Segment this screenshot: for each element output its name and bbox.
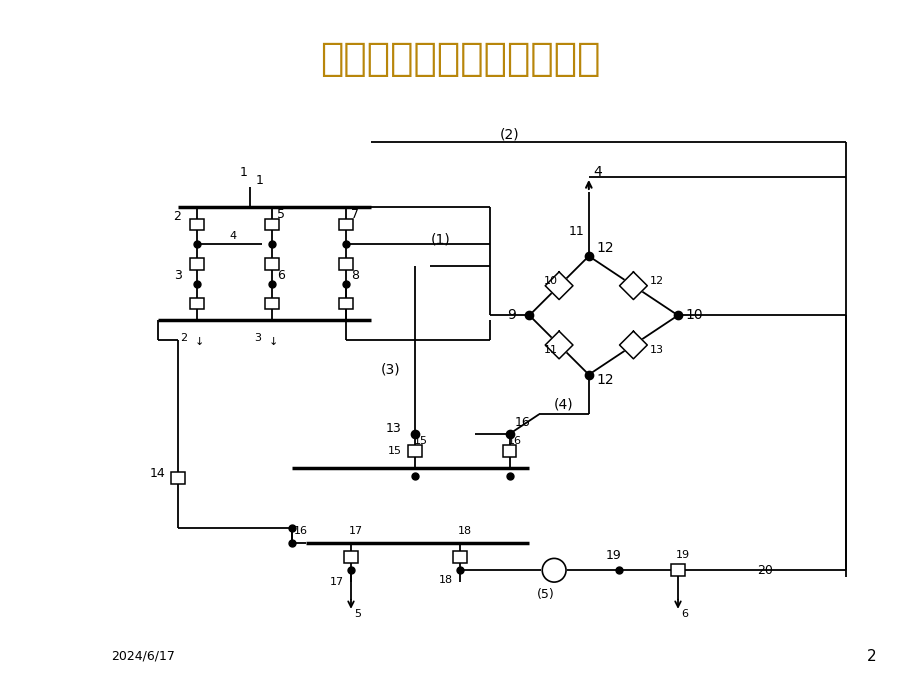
Polygon shape [618,272,647,299]
Text: 5: 5 [277,208,284,221]
Text: 19: 19 [675,551,689,560]
Text: 1: 1 [240,166,247,179]
Text: (1): (1) [430,233,449,246]
Bar [265,219,278,230]
Text: 2: 2 [174,210,181,223]
Text: 19: 19 [605,549,621,562]
Text: 18: 18 [458,526,471,535]
Circle shape [541,558,565,582]
Text: 2024/6/17: 2024/6/17 [111,650,175,662]
Text: (5): (5) [537,589,554,602]
Bar [190,219,204,230]
Text: 8: 8 [351,269,358,282]
Text: 15: 15 [413,436,427,446]
Bar [452,551,467,563]
Text: 3: 3 [174,269,181,282]
Text: 如何描述电网的连接关系？: 如何描述电网的连接关系？ [320,39,599,77]
Text: 12: 12 [596,241,614,255]
Text: 20: 20 [756,564,772,577]
Bar [339,297,353,309]
Text: 17: 17 [348,526,363,535]
Text: 7: 7 [351,208,358,221]
Text: 10: 10 [686,308,703,322]
Text: ↓: ↓ [195,337,204,347]
Bar [339,219,353,230]
Text: 6: 6 [680,609,687,619]
Bar [190,258,204,270]
Bar [670,564,685,576]
Text: 13: 13 [650,345,664,355]
Polygon shape [545,272,573,299]
Text: 3: 3 [254,333,261,343]
Text: 16: 16 [507,436,521,446]
Text: 2: 2 [180,333,187,343]
Text: 6: 6 [277,269,284,282]
Bar [265,297,278,309]
Text: 1: 1 [255,173,264,186]
Text: (4): (4) [553,397,573,411]
Polygon shape [545,331,573,359]
Text: 11: 11 [568,225,584,238]
Bar [408,445,422,457]
Bar [265,258,278,270]
Text: 12: 12 [650,276,664,286]
Bar [502,445,516,457]
Text: 14: 14 [150,467,165,480]
Text: 9: 9 [507,308,516,322]
Text: 18: 18 [438,575,453,585]
Bar [190,297,204,309]
Text: (2): (2) [499,128,519,141]
Text: 16: 16 [514,415,529,428]
Text: 12: 12 [596,373,614,386]
Text: 10: 10 [544,276,558,286]
Text: ↓: ↓ [268,337,278,347]
Text: 16: 16 [293,526,307,535]
Text: 15: 15 [387,446,402,455]
Polygon shape [618,331,647,359]
Text: 11: 11 [544,345,558,355]
Text: 13: 13 [385,422,401,435]
Text: 5: 5 [354,609,360,619]
Bar [339,258,353,270]
Text: 2: 2 [866,649,875,664]
Text: 17: 17 [330,577,344,587]
Text: 4: 4 [229,231,236,241]
Text: 4: 4 [593,165,602,179]
Bar [170,473,185,484]
Bar [344,551,357,563]
Text: (3): (3) [380,363,400,377]
